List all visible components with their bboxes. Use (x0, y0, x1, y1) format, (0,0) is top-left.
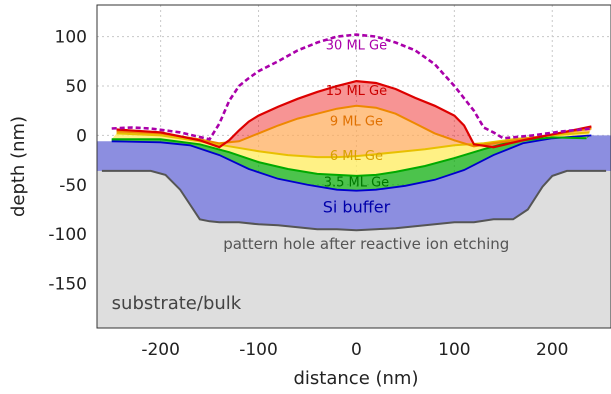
ml30-line (111, 33, 592, 141)
label-30-ml-ge: 30 ML Ge (326, 38, 387, 53)
y-tick-label: -50 (59, 176, 87, 196)
y-tick-label: -150 (48, 275, 87, 295)
label-3-5-ml-ge: 3.5 ML Ge (324, 176, 389, 191)
y-tick-label: 0 (76, 126, 87, 146)
y-tick-label: 50 (65, 77, 87, 97)
ml15-line (116, 79, 592, 149)
label-si-buffer: Si buffer (323, 197, 391, 216)
x-tick-label: 100 (438, 340, 470, 360)
x-tick-label: 200 (536, 340, 568, 360)
label-substrate-bulk: substrate/bulk (112, 293, 242, 314)
ml35-area (111, 135, 592, 191)
y-tick-label: -100 (48, 225, 87, 245)
si-buffer-area (97, 135, 611, 231)
plot-frame (96, 4, 611, 329)
si-buffer-line (111, 134, 592, 192)
label-6-ml-ge: 6 ML Ge (330, 149, 383, 164)
substrate-area (97, 170, 611, 328)
ml15-area (116, 81, 592, 148)
x-tick-label: -200 (141, 340, 180, 360)
pattern-hole-line (101, 169, 607, 232)
label-9-ml-ge: 9 ML Ge (330, 115, 383, 130)
ml6-line (116, 131, 590, 159)
label-pattern-hole-after-reactive-ion-etching: pattern hole after reactive ion etching (223, 235, 509, 253)
x-tick-label: 0 (351, 340, 362, 360)
label-15-ml-ge: 15 ML Ge (326, 84, 387, 99)
y-axis-label: depth (nm) (8, 116, 29, 217)
y-tick-label: 100 (55, 28, 87, 48)
x-tick-label: -100 (239, 340, 278, 360)
x-axis-label: distance (nm) (294, 368, 419, 389)
